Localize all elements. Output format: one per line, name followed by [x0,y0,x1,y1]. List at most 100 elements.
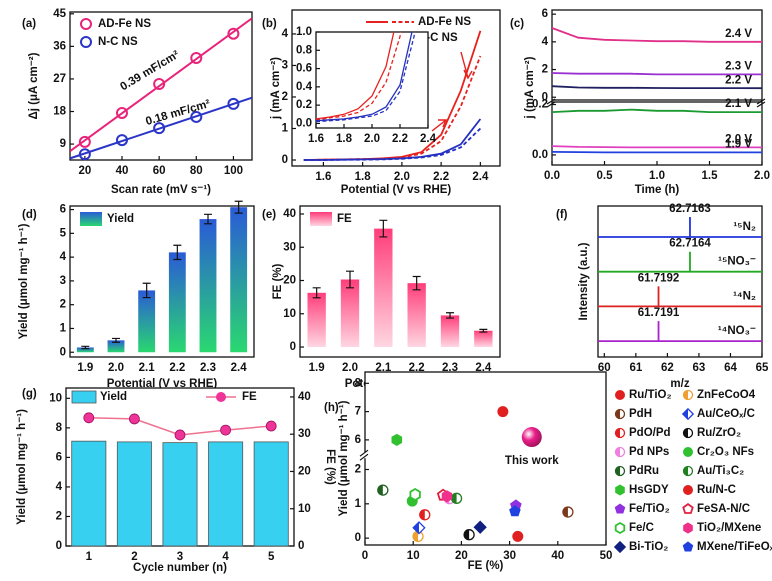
y2-tick-label: 40 [298,391,311,403]
marker-shape [473,520,487,534]
legend-label: ZnFeCoO4 [697,389,756,401]
x-tick-label: 100 [224,165,243,177]
marker [409,487,421,502]
x-tick-label: 61 [629,362,642,374]
marker [683,485,693,495]
line [552,85,762,90]
panel-label: (h) [324,402,339,414]
x-tick-label: 1.6 [308,133,324,145]
x-tick-label: 64 [724,362,737,374]
marker-shape [683,428,688,438]
marker-shape [409,487,421,502]
bar [199,219,217,353]
y-axis-label: Yield (μmol mg⁻¹ h⁻¹) [18,223,30,339]
marker [614,521,626,535]
error-bar [112,337,120,343]
x-tick-label: 30 [503,550,516,562]
legend-label: N-C NS [98,36,138,48]
legend-marker [216,392,226,402]
marker [681,407,695,421]
y-tick-label: 1.0 [296,26,312,38]
legend-label: PdH [629,408,652,420]
peak-label: 62.7164 [669,238,711,250]
panel-label: (d) [22,209,37,221]
marker-shape [614,503,626,514]
point [128,413,140,425]
marker [227,97,240,110]
bar [474,330,493,348]
series-label: 2.2 V [725,74,752,86]
line [316,32,416,123]
marker [613,540,627,554]
legend-label: Bi-TiO₂ [629,541,668,553]
x-tick-label: 2.0 [108,362,124,374]
marker [463,529,475,541]
plot-frame [597,205,763,358]
legend-label: Au/CeOₓ/C [697,408,755,420]
y-axis-label: j (mA cm⁻²) [270,57,282,120]
y-tick-label: 4 [282,28,289,40]
y-tick-label: 2 [542,64,548,76]
legend-label: AD-Fe NS [418,16,471,28]
spectrum-trace [598,286,762,308]
marker [614,427,626,439]
marker-shape [512,530,524,542]
y-tick-label: 1 [60,322,67,334]
marker-shape [190,51,203,64]
error-bar [204,213,212,225]
x-axis-label: Cycle number (n) [133,562,227,574]
marker-shape [80,18,92,30]
legend-swatch [310,212,332,226]
x-tick-label: 5 [268,551,275,563]
marker-shape [683,466,688,476]
marker-shape [682,541,694,552]
y2-tick-label: 10 [298,503,311,515]
panel-label: (b) [262,18,277,30]
error-bar [379,219,388,238]
y-tick-label: 6 [60,204,66,216]
marker-shape [451,493,457,504]
marker-shape [413,531,419,542]
marker-shape [615,447,620,457]
bar [230,207,248,353]
marker [614,503,626,514]
legend-label: FE [242,391,257,403]
x-tick-label: 40 [551,550,564,562]
x-tick-label: 2.1 [375,362,392,374]
marker-shape [614,521,626,535]
error-bar [412,275,421,291]
y-tick-label: 4 [56,481,63,493]
y-axis-label: Yield (μmol mg⁻¹ h⁻¹) [338,400,350,516]
bar [162,442,198,547]
y-tick-label: 2 [355,464,361,476]
highlight-point [521,427,542,448]
panel-label: (c) [510,18,524,30]
error-bar [479,328,488,333]
peak-label: 61.7191 [638,307,680,319]
x-tick-label: 1.9 [77,362,93,374]
plot-frame [551,9,763,101]
error-bar [312,287,321,299]
y-tick-label: 0 [290,341,296,353]
x-axis-label: Scan rate (mV s⁻¹) [111,184,211,196]
x-tick-label: 3 [177,551,183,563]
x-axis-label: Potential (V vs RHE) [107,378,218,390]
x-tick-label: 60 [153,165,166,177]
x-tick-label: 2.4 [472,171,489,183]
x-tick-label: 2.2 [169,362,185,374]
x-tick-label: 2.4 [231,362,248,374]
series-label: 2.0 V [725,133,752,145]
line [316,32,413,122]
marker-shape [683,447,693,457]
y2-tick-label: 30 [298,428,311,440]
plot-frame [364,371,607,546]
marker [78,148,91,161]
marker-shape [153,122,166,135]
y-tick-label: 10 [283,308,296,320]
y-tick-label: 20 [283,275,296,287]
marker [682,427,694,439]
plot-frame [69,205,255,358]
y-tick-label: 4 [542,36,549,48]
x-tick-label: 20 [78,165,91,177]
